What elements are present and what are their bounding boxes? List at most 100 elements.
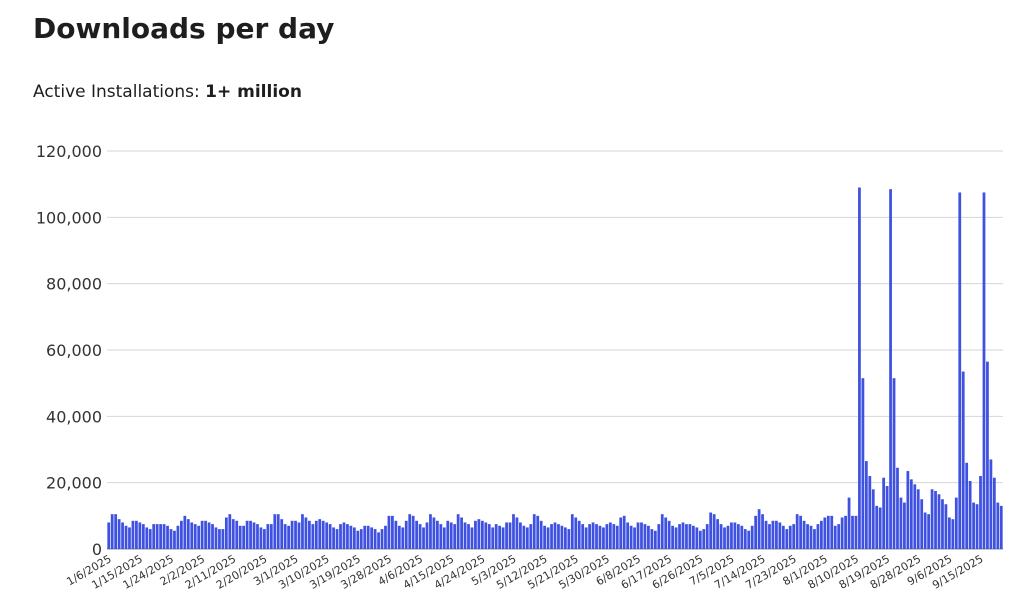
- bar: [584, 527, 588, 549]
- bar: [778, 522, 782, 549]
- bar: [494, 524, 498, 549]
- bar: [761, 514, 764, 549]
- bar: [730, 522, 733, 549]
- y-tick-label: 80,000: [46, 275, 102, 294]
- installs-label: Active Installations:: [33, 82, 200, 102]
- bar: [124, 525, 128, 549]
- bar: [719, 524, 723, 549]
- bar: [256, 524, 259, 549]
- bar: [736, 524, 740, 549]
- bar: [633, 527, 636, 549]
- bar: [519, 522, 522, 549]
- bar: [259, 527, 263, 549]
- y-tick-label: 0: [92, 540, 102, 559]
- bar: [484, 522, 488, 549]
- bar: [920, 499, 924, 549]
- bar: [155, 524, 159, 549]
- bar: [263, 529, 266, 549]
- bar: [823, 517, 827, 549]
- bar: [318, 519, 322, 549]
- bar: [401, 527, 405, 549]
- bar: [411, 515, 415, 549]
- bar: [775, 520, 778, 549]
- bar: [647, 525, 650, 549]
- bar: [702, 529, 706, 549]
- bar: [691, 525, 695, 549]
- bar: [553, 522, 557, 549]
- bar: [681, 522, 685, 549]
- installs: Active Installations: 1+ million: [33, 82, 302, 102]
- bar: [453, 524, 457, 549]
- bar: [148, 529, 152, 549]
- bar: [629, 525, 633, 549]
- bar: [868, 476, 872, 549]
- bar: [107, 522, 111, 549]
- bar: [276, 514, 280, 549]
- bar: [422, 527, 425, 549]
- bar: [885, 485, 889, 549]
- bar: [819, 520, 823, 549]
- bar: [982, 192, 986, 550]
- bar: [550, 524, 553, 549]
- bar: [425, 522, 429, 549]
- bar: [674, 527, 678, 549]
- bar: [404, 520, 408, 549]
- bar: [861, 378, 865, 549]
- bar: [570, 514, 574, 549]
- bar: [712, 514, 716, 549]
- bar: [152, 524, 156, 549]
- bar: [169, 529, 173, 549]
- bar: [844, 515, 847, 549]
- bar: [806, 524, 809, 549]
- bar: [515, 517, 519, 549]
- bar: [512, 514, 515, 549]
- bar: [301, 514, 304, 549]
- bar: [487, 524, 491, 549]
- bar: [636, 522, 640, 549]
- bar: [809, 525, 813, 549]
- bar: [135, 520, 138, 549]
- bar: [903, 502, 906, 549]
- bar: [657, 524, 661, 549]
- bar: [529, 524, 533, 549]
- bar: [698, 530, 702, 549]
- bar: [311, 524, 315, 549]
- bar: [294, 520, 297, 549]
- bar: [909, 479, 913, 549]
- bar: [110, 514, 114, 549]
- bar: [965, 462, 969, 549]
- bar: [283, 524, 287, 549]
- bar: [335, 529, 339, 549]
- bar: [387, 515, 391, 549]
- bar: [771, 520, 775, 549]
- bar: [491, 527, 495, 549]
- bar: [785, 529, 789, 549]
- bar: [671, 525, 675, 549]
- page-title: Downloads per day: [33, 12, 335, 45]
- bar: [214, 527, 218, 549]
- bar: [307, 520, 311, 549]
- y-tick-label: 20,000: [46, 474, 102, 493]
- bar: [363, 525, 367, 549]
- bar: [328, 524, 332, 549]
- bar: [166, 525, 169, 549]
- bar: [449, 522, 453, 549]
- bar: [615, 525, 619, 549]
- bar: [961, 371, 965, 549]
- bar: [705, 524, 709, 549]
- bar: [356, 530, 360, 549]
- bar: [626, 522, 630, 549]
- bar: [688, 524, 692, 549]
- bar: [408, 514, 412, 549]
- bar: [764, 520, 768, 549]
- bar: [871, 489, 875, 549]
- bar: [224, 517, 228, 549]
- bar: [622, 515, 626, 549]
- bar: [999, 505, 1003, 549]
- bar: [726, 525, 730, 549]
- bar: [332, 527, 335, 549]
- bar: [875, 505, 879, 549]
- bar: [567, 529, 571, 549]
- bar: [138, 522, 142, 549]
- bar: [269, 524, 273, 549]
